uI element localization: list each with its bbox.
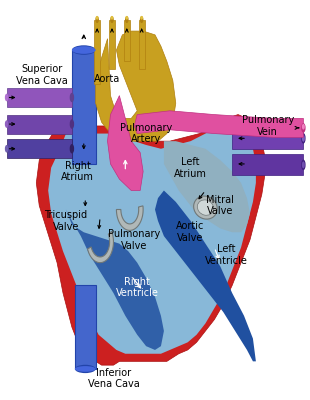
Ellipse shape	[5, 120, 8, 128]
Ellipse shape	[5, 145, 8, 152]
Ellipse shape	[75, 366, 96, 372]
Ellipse shape	[5, 94, 8, 101]
Polygon shape	[72, 50, 96, 164]
Ellipse shape	[70, 119, 74, 129]
Text: Right
Atrium: Right Atrium	[61, 161, 94, 182]
Polygon shape	[7, 88, 72, 107]
Polygon shape	[117, 206, 143, 230]
Text: Tricuspid
Valve: Tricuspid Valve	[44, 210, 87, 232]
Polygon shape	[232, 154, 303, 175]
Text: Left
Atrium: Left Atrium	[174, 157, 207, 178]
Text: Mitral
Valve: Mitral Valve	[206, 195, 234, 216]
Text: Inferior
Vena Cava: Inferior Vena Cava	[88, 368, 139, 389]
Polygon shape	[96, 31, 176, 141]
Ellipse shape	[140, 16, 144, 23]
Polygon shape	[124, 20, 130, 62]
Ellipse shape	[197, 200, 214, 215]
Polygon shape	[134, 111, 303, 137]
Text: Aortic
Valve: Aortic Valve	[176, 222, 205, 243]
Ellipse shape	[302, 135, 305, 142]
Ellipse shape	[125, 16, 129, 23]
Text: Pulmonary
Artery: Pulmonary Artery	[120, 123, 172, 144]
Ellipse shape	[110, 16, 113, 20]
Text: Right
Ventricle: Right Ventricle	[116, 276, 159, 298]
Polygon shape	[232, 128, 303, 149]
Text: Left
Ventricle: Left Ventricle	[205, 244, 248, 266]
Text: Pulmonary
Vein: Pulmonary Vein	[241, 115, 294, 137]
Ellipse shape	[301, 123, 306, 133]
Ellipse shape	[125, 16, 128, 20]
Polygon shape	[7, 139, 72, 158]
Polygon shape	[75, 286, 96, 369]
Ellipse shape	[96, 16, 99, 20]
Ellipse shape	[140, 16, 143, 20]
Ellipse shape	[72, 45, 96, 55]
Polygon shape	[36, 114, 265, 365]
Polygon shape	[109, 20, 115, 69]
Ellipse shape	[75, 365, 96, 373]
Polygon shape	[139, 20, 144, 69]
Ellipse shape	[70, 93, 74, 102]
Polygon shape	[87, 231, 113, 263]
Ellipse shape	[95, 16, 99, 23]
Ellipse shape	[110, 16, 114, 23]
Ellipse shape	[72, 46, 96, 54]
Ellipse shape	[301, 133, 306, 144]
Polygon shape	[66, 210, 164, 350]
Polygon shape	[155, 190, 256, 361]
Polygon shape	[7, 114, 72, 134]
Polygon shape	[94, 20, 100, 84]
Text: Aorta: Aorta	[95, 74, 121, 84]
Ellipse shape	[194, 196, 217, 219]
Text: Superior
Vena Cava: Superior Vena Cava	[16, 64, 68, 86]
Polygon shape	[108, 96, 143, 190]
Polygon shape	[48, 122, 256, 354]
Text: Pulmonary
Valve: Pulmonary Valve	[108, 229, 160, 251]
Ellipse shape	[301, 160, 306, 170]
Polygon shape	[164, 141, 250, 232]
Ellipse shape	[70, 144, 74, 154]
Ellipse shape	[302, 124, 305, 130]
Ellipse shape	[302, 162, 305, 168]
